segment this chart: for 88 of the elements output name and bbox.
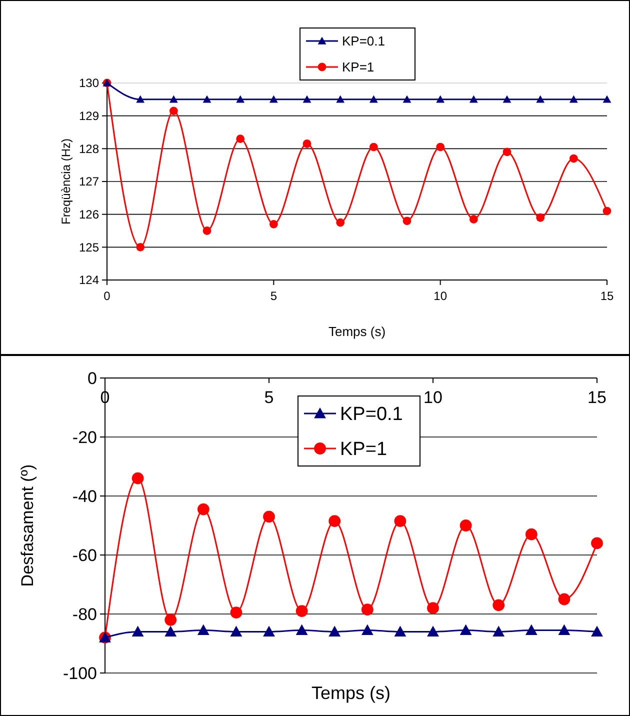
- point: [361, 604, 374, 616]
- point: [302, 140, 312, 148]
- point: [197, 624, 210, 635]
- point: [236, 134, 245, 144]
- point: [427, 602, 439, 614]
- point: [469, 215, 478, 224]
- point: [197, 503, 210, 516]
- point: [558, 624, 570, 635]
- point: [591, 626, 603, 636]
- point: [132, 626, 144, 636]
- point: [336, 218, 345, 227]
- point: [369, 95, 378, 103]
- point: [328, 515, 341, 528]
- point: [536, 95, 545, 103]
- point: [602, 206, 612, 216]
- y-tick-label: 124: [78, 273, 100, 288]
- point: [230, 626, 242, 636]
- point: [436, 95, 445, 103]
- point: [230, 606, 242, 618]
- y-axis-title: Freqüència (Hz): [59, 138, 73, 225]
- point: [136, 242, 145, 252]
- x-axis-title: Temps (s): [311, 683, 391, 703]
- x-axis-title: Temps (s): [328, 324, 386, 339]
- y-axis-title: Desfasament (º): [18, 464, 37, 587]
- y-tick-label: 125: [78, 240, 100, 254]
- legend-label: KP=0.1: [340, 404, 403, 426]
- legend-label: KP=1: [342, 60, 374, 75]
- point: [164, 626, 177, 636]
- y-tick-label: 0: [88, 368, 97, 388]
- point: [236, 95, 245, 103]
- point: [402, 95, 412, 103]
- point: [269, 95, 278, 103]
- point: [492, 626, 505, 636]
- y-tick-label: 129: [78, 109, 100, 124]
- point: [402, 216, 412, 226]
- point: [136, 95, 145, 103]
- point: [460, 624, 472, 635]
- y-tick-label: -60: [72, 546, 97, 565]
- point: [569, 154, 578, 163]
- point: [394, 626, 406, 636]
- point: [169, 95, 178, 103]
- y-tick-label: 126: [78, 208, 100, 222]
- x-tick-label: 10: [434, 289, 448, 303]
- point: [296, 605, 308, 617]
- point: [427, 626, 439, 636]
- point: [525, 528, 538, 540]
- point: [361, 624, 374, 635]
- point: [296, 624, 308, 635]
- point: [536, 213, 545, 222]
- point: [469, 95, 478, 103]
- point: [202, 226, 212, 235]
- point: [460, 520, 472, 532]
- y-tick-label: -20: [72, 428, 97, 447]
- point: [328, 626, 341, 636]
- y-tick-label: 128: [78, 142, 100, 156]
- point: [394, 515, 406, 528]
- point: [263, 626, 275, 636]
- y-tick-label: -100: [62, 664, 97, 683]
- y-tick-label: 127: [78, 174, 100, 189]
- legend-label: KP=0.1: [342, 34, 386, 49]
- x-tick-label: 15: [588, 388, 606, 407]
- point: [602, 95, 612, 103]
- point: [436, 142, 445, 152]
- point: [169, 106, 178, 116]
- point: [263, 510, 275, 523]
- y-tick-label: -80: [72, 604, 97, 624]
- point: [492, 599, 505, 612]
- point: [132, 472, 144, 484]
- point: [502, 148, 512, 156]
- y-tick-label: -40: [72, 486, 97, 506]
- point: [525, 624, 538, 635]
- point: [591, 537, 603, 550]
- point: [502, 95, 512, 103]
- point: [569, 95, 578, 103]
- x-tick-label: 0: [104, 289, 111, 303]
- x-tick-label: 15: [600, 289, 614, 303]
- legend-label: KP=1: [340, 439, 388, 460]
- point: [302, 95, 312, 103]
- point: [202, 95, 212, 103]
- point: [336, 95, 345, 103]
- point: [558, 593, 570, 606]
- x-tick-label: 10: [424, 388, 442, 407]
- y-tick-label: 130: [78, 76, 100, 90]
- point: [164, 614, 177, 626]
- point: [269, 220, 278, 228]
- point: [369, 142, 378, 152]
- x-tick-label: 5: [264, 388, 274, 407]
- x-tick-label: 5: [270, 289, 278, 303]
